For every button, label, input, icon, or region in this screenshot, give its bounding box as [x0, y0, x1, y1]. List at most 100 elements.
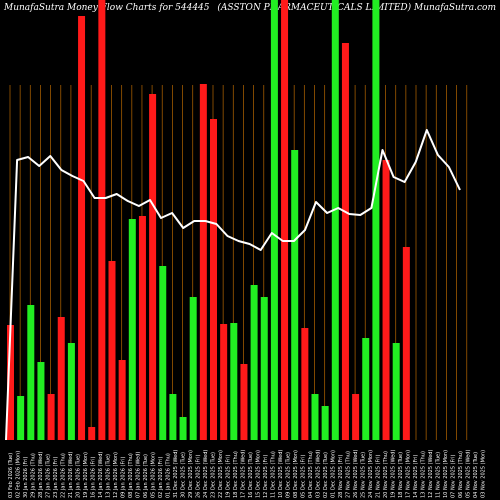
x-tick-label: 01 Jan 2026 (Thu): [166, 453, 172, 498]
bar: [118, 360, 126, 440]
bar: [291, 150, 299, 440]
x-tick-label: 05 Dec 2025 (Fri): [301, 455, 307, 498]
bar: [362, 338, 370, 440]
x-tick-label: 27 Nov 2025 (Thu): [346, 451, 352, 498]
bar: [341, 43, 349, 440]
x-tick-label: 04 Dec 2025 (Thu): [308, 451, 314, 498]
bar: [270, 0, 278, 440]
bar: [311, 394, 319, 440]
x-tick-label: 17 Dec 2025 (Wed): [241, 450, 247, 498]
bar: [382, 160, 390, 440]
x-tick-label: 01 Dec 2025 (Mon): [331, 450, 337, 498]
bar: [78, 16, 86, 440]
x-tick-label: 26 Dec 2025 (Fri): [196, 455, 202, 498]
bar: [392, 343, 400, 440]
bar: [37, 362, 45, 440]
x-tick-label: 20 Jan 2026 (Tue): [76, 454, 82, 498]
x-tick-label: 10 Nov 2025 (Mon): [443, 450, 449, 498]
bar-series: [7, 0, 410, 440]
x-tick-label: 04 Nov 2025 (Tue): [473, 452, 479, 498]
bar: [128, 219, 136, 440]
chart-title-right: (ASSTON PHARMACEUTICALS LIMITED) MunafaS…: [217, 2, 496, 13]
x-tick-label: 22 Dec 2025 (Mon): [218, 450, 224, 498]
x-tick-label: 20 Nov 2025 (Thu): [383, 451, 389, 498]
bar: [240, 364, 248, 440]
x-tick-label: 02 Jan 2026 (Fri): [158, 457, 164, 498]
money-flow-line: [5, 129, 461, 441]
x-tick-label: 06 Jan 2026 (Tue): [143, 454, 149, 498]
x-tick-label: 09 Jan 2026 (Fri): [121, 457, 127, 498]
x-tick-label: 30 Dec 2025 (Tue): [181, 452, 187, 498]
bar: [220, 324, 228, 440]
x-tick-label: 14 Jan 2026 (Wed): [98, 452, 104, 498]
x-tick-label: 05 Jan 2026 (Mon): [151, 452, 157, 498]
x-tick-label: 25 Nov 2025 (Tue): [361, 452, 367, 498]
bar: [57, 317, 65, 440]
x-tick-label: 09 Dec 2025 (Tue): [286, 452, 292, 498]
bar: [47, 394, 55, 440]
bar: [88, 427, 96, 440]
bar: [159, 266, 167, 440]
x-tick-label: 16 Jan 2026 (Fri): [91, 457, 97, 498]
x-tick-label: 17 Nov 2025 (Mon): [406, 450, 412, 498]
bar: [199, 84, 207, 440]
bar: [189, 297, 197, 440]
bar: [169, 394, 177, 440]
x-tick-label: 30 Jan 2026 (Fri): [23, 457, 29, 498]
x-tick-label: 11 Dec 2025 (Thu): [271, 451, 277, 498]
x-tick-label: 21 Nov 2025 (Fri): [376, 454, 382, 498]
bar: [250, 285, 258, 440]
x-tick-label: 13 Jan 2026 (Tue): [106, 454, 112, 498]
x-tick-label: 13 Nov 2025 (Thu): [421, 451, 427, 498]
x-tick-label: 02 Feb 2026 (Mon): [16, 451, 22, 498]
x-tick-label: 03 Dec 2025 (Wed): [316, 450, 322, 498]
x-tick-label: 29 Jan 2026 (Thu): [31, 453, 37, 498]
bar: [352, 394, 360, 440]
x-tick-label: 28 Nov 2025 (Fri): [338, 454, 344, 498]
x-tick-label: 21 Jan 2026 (Wed): [68, 452, 74, 498]
bar: [230, 323, 238, 440]
x-tick-label: 18 Dec 2025 (Thu): [233, 451, 239, 498]
bar: [331, 0, 339, 440]
bar: [301, 328, 309, 440]
x-tick-label: 29 Dec 2025 (Mon): [188, 450, 194, 498]
x-tick-label: 11 Nov 2025 (Tue): [436, 452, 442, 498]
x-tick-label: 18 Nov 2025 (Tue): [398, 452, 404, 498]
chart-title-left: MunafaSutra Money Flow Charts for 544445: [3, 3, 210, 13]
x-tick-label: 05 Nov 2025 (Wed): [466, 450, 472, 498]
bar: [108, 261, 116, 440]
x-tick-label: 23 Jan 2026 (Fri): [53, 457, 59, 498]
bar: [179, 417, 187, 440]
x-tick-label: 07 Jan 2026 (Wed): [136, 452, 142, 498]
x-tick-label: 03 Nov 2025 (Mon): [481, 450, 487, 498]
x-tick-label: 24 Dec 2025 (Wed): [203, 450, 209, 498]
x-tick-label: 22 Jan 2026 (Thu): [61, 453, 67, 498]
x-tick-label: 06 Nov 2025 (Thu): [458, 451, 464, 498]
x-tick-label: 12 Nov 2025 (Wed): [428, 450, 434, 498]
x-tick-label: 31 Dec 2025 (Wed): [173, 450, 179, 498]
bar: [321, 406, 329, 440]
bar: [98, 0, 106, 440]
x-tick-label: 08 Jan 2026 (Thu): [128, 453, 134, 498]
x-tick-label: 10 Dec 2025 (Wed): [278, 450, 284, 498]
x-tick-label: 28 Jan 2026 (Wed): [38, 452, 44, 498]
bar: [260, 297, 268, 440]
x-tick-label: 12 Jan 2026 (Mon): [113, 452, 119, 498]
bar: [210, 119, 217, 440]
bar: [149, 94, 157, 440]
x-tick-label: 23 Dec 2025 (Tue): [211, 452, 217, 498]
x-tick-label: 15 Dec 2025 (Mon): [256, 450, 262, 498]
bar: [372, 0, 380, 440]
bar: [281, 0, 289, 440]
bar: [7, 325, 14, 440]
x-tick-label: 07 Nov 2025 (Fri): [451, 454, 457, 498]
x-tick-label: 26 Nov 2025 (Wed): [353, 450, 359, 498]
bar: [27, 305, 35, 440]
bar: [402, 247, 410, 440]
x-tick-label: 19 Dec 2025 (Fri): [226, 455, 232, 498]
bar: [17, 396, 25, 440]
x-tick-label: 16 Dec 2025 (Tue): [248, 452, 254, 498]
bar: [138, 216, 146, 440]
